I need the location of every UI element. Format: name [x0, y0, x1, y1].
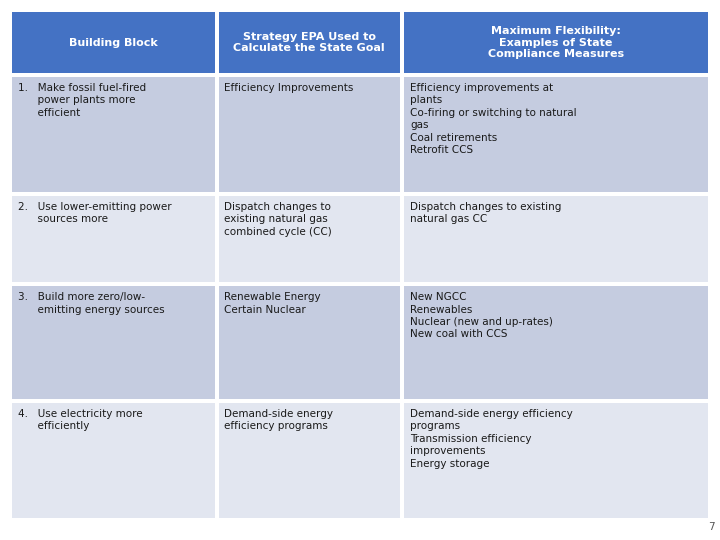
Bar [217, 284, 402, 401]
Bar [217, 194, 402, 284]
Text: 2.   Use lower-emitting power
      sources more: 2. Use lower-emitting power sources more [18, 202, 171, 224]
Bar [402, 10, 710, 75]
Bar [402, 401, 710, 520]
Bar [218, 77, 400, 192]
Text: Dispatch changes to
existing natural gas
combined cycle (CC): Dispatch changes to existing natural gas… [225, 202, 332, 237]
Text: Building Block: Building Block [69, 37, 158, 48]
Bar [402, 284, 710, 401]
Text: 7: 7 [708, 522, 715, 532]
Bar [218, 196, 400, 282]
Text: 4.   Use electricity more
      efficiently: 4. Use electricity more efficiently [18, 409, 143, 431]
Text: Renewable Energy
Certain Nuclear: Renewable Energy Certain Nuclear [225, 292, 321, 315]
Bar [217, 401, 402, 520]
Text: New NGCC
Renewables
Nuclear (new and up-rates)
New coal with CCS: New NGCC Renewables Nuclear (new and up-… [410, 292, 553, 340]
Text: Maximum Flexibility:
Examples of State
Compliance Measures: Maximum Flexibility: Examples of State C… [488, 26, 624, 59]
Bar [402, 194, 710, 284]
Text: 1.   Make fossil fuel-fired
      power plants more
      efficient: 1. Make fossil fuel-fired power plants m… [18, 83, 146, 118]
Bar [218, 12, 400, 73]
Bar [10, 401, 217, 520]
Bar [12, 12, 215, 73]
Bar [10, 10, 217, 75]
Bar [10, 75, 217, 194]
Bar [217, 10, 402, 75]
Bar [404, 77, 708, 192]
Bar [12, 77, 215, 192]
Text: Efficiency Improvements: Efficiency Improvements [225, 83, 354, 93]
Text: Demand-side energy efficiency
programs
Transmission efficiency
improvements
Ener: Demand-side energy efficiency programs T… [410, 409, 572, 469]
Text: Demand-side energy
efficiency programs: Demand-side energy efficiency programs [225, 409, 333, 431]
Bar [10, 194, 217, 284]
Bar [12, 286, 215, 399]
Bar [10, 284, 217, 401]
Bar [402, 75, 710, 194]
Bar [12, 196, 215, 282]
Bar [12, 403, 215, 518]
Bar [217, 75, 402, 194]
Text: Strategy EPA Used to
Calculate the State Goal: Strategy EPA Used to Calculate the State… [233, 32, 385, 53]
Bar [404, 12, 708, 73]
Bar [404, 196, 708, 282]
Text: Dispatch changes to existing
natural gas CC: Dispatch changes to existing natural gas… [410, 202, 562, 224]
Bar [404, 286, 708, 399]
Text: 3.   Build more zero/low-
      emitting energy sources: 3. Build more zero/low- emitting energy … [18, 292, 165, 315]
Bar [404, 403, 708, 518]
Bar [218, 286, 400, 399]
Text: Efficiency improvements at
plants
Co-firing or switching to natural
gas
Coal ret: Efficiency improvements at plants Co-fir… [410, 83, 577, 155]
Bar [218, 403, 400, 518]
